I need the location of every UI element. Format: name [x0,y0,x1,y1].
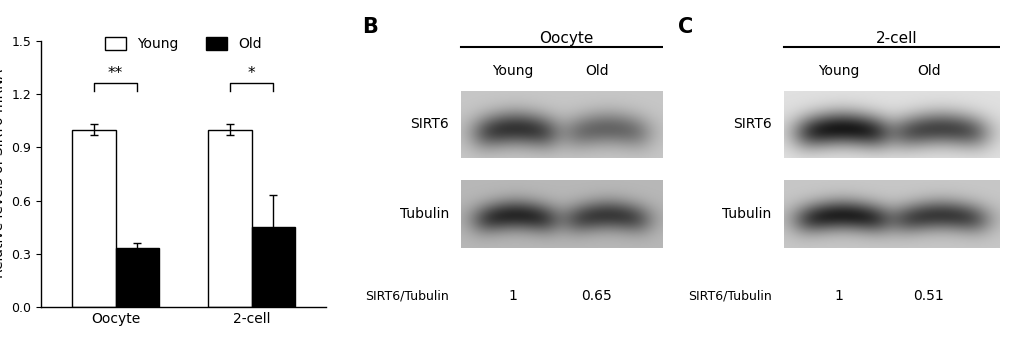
Text: Old: Old [916,64,940,78]
Text: 0.51: 0.51 [913,289,944,303]
Text: B: B [362,17,378,37]
Text: 1: 1 [834,289,843,303]
Text: Tubulin: Tubulin [399,207,449,221]
Text: 0.65: 0.65 [581,289,611,303]
Text: Young: Young [491,64,533,78]
Text: C: C [678,17,693,37]
Text: SIRT6: SIRT6 [732,117,770,131]
Text: SIRT6/Tubulin: SIRT6/Tubulin [365,289,449,302]
Bar [72,130,115,307]
Y-axis label: Relative levels of SIRT6 mRNA: Relative levels of SIRT6 mRNA [0,70,5,278]
Text: SIRT6: SIRT6 [411,117,449,131]
Text: Tubulin: Tubulin [721,207,770,221]
Bar [208,130,252,307]
Bar [252,227,294,307]
Text: **: ** [108,66,123,81]
Text: Young: Young [817,64,859,78]
Legend: Young, Old: Young, Old [100,32,267,57]
Text: *: * [248,66,255,81]
Bar [115,248,159,307]
Text: 1: 1 [507,289,517,303]
Text: Old: Old [585,64,608,78]
Text: SIRT6/Tubulin: SIRT6/Tubulin [687,289,770,302]
Text: 2-cell: 2-cell [875,31,917,46]
Text: Oocyte: Oocyte [539,31,593,46]
